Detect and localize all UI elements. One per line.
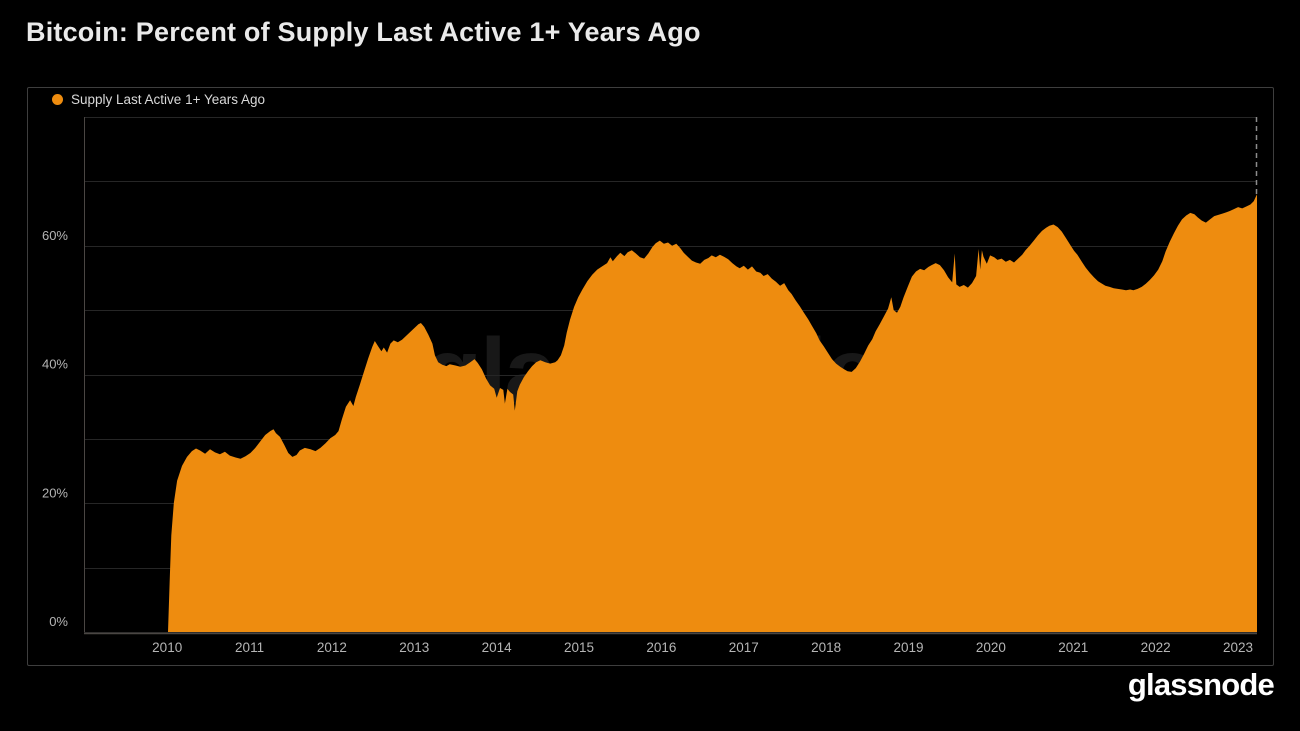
legend-item-supply-last-active[interactable]: Supply Last Active 1+ Years Ago [71, 92, 266, 107]
chart-legend: Supply Last Active 1+ Years Ago [52, 92, 265, 107]
x-tick-label: 2012 [317, 640, 347, 655]
area-series-supply-last-active[interactable] [168, 194, 1257, 633]
x-tick-label: 2020 [976, 640, 1006, 655]
x-tick-label: 2018 [811, 640, 841, 655]
y-tick-label: 20% [42, 485, 68, 500]
x-tick-label: 2015 [564, 640, 594, 655]
x-tick-label: 2017 [729, 640, 759, 655]
legend-swatch-icon[interactable] [52, 94, 63, 105]
x-tick-label: 2023 [1223, 640, 1253, 655]
x-tick-label: 2014 [482, 640, 513, 655]
x-tick-label: 2022 [1141, 640, 1171, 655]
glassnode-logo: glassnode [1127, 667, 1275, 702]
x-tick-label: 2011 [235, 640, 264, 655]
x-tick-label: 2019 [894, 640, 924, 655]
y-tick-label: 60% [42, 228, 68, 243]
x-tick-label: 2021 [1058, 640, 1088, 655]
x-tick-label: 2013 [399, 640, 429, 655]
page-title: Bitcoin: Percent of Supply Last Active 1… [26, 17, 701, 47]
x-tick-label: 2016 [646, 640, 676, 655]
y-tick-label: 40% [42, 357, 68, 372]
x-tick-label: 2010 [152, 640, 182, 655]
y-tick-label: 0% [49, 614, 68, 629]
